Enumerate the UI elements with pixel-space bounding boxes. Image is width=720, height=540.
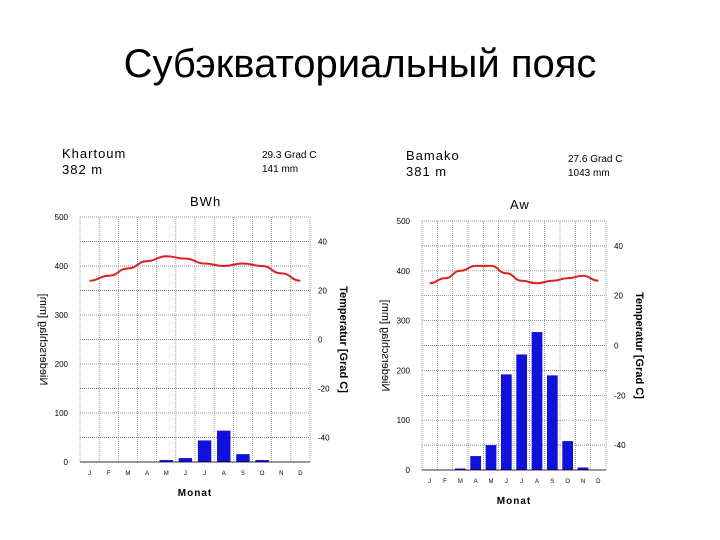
station-name: Khartoum xyxy=(62,146,126,161)
precip-bar xyxy=(178,458,193,462)
y-tick-label: 0 xyxy=(64,458,69,467)
y-tick-label: 400 xyxy=(397,267,411,276)
y2-tick-label: 0 xyxy=(614,342,619,351)
y-tick-label: 300 xyxy=(397,317,411,326)
x-tick-label: M xyxy=(489,479,494,485)
average-temperature: 27.6 Grad C xyxy=(568,154,622,165)
x-tick-label: F xyxy=(443,479,447,485)
precip-bar xyxy=(546,375,558,470)
x-tick-label: J xyxy=(203,471,206,477)
average-temperature: 29.3 Grad C xyxy=(262,150,316,161)
precip-bar xyxy=(470,456,482,470)
y-axis-title: Niederschlag [mm] xyxy=(379,300,391,392)
x-tick-label: D xyxy=(298,471,303,477)
precip-bar xyxy=(577,467,589,470)
precip-bar xyxy=(454,468,466,470)
y2-tick-label: -40 xyxy=(614,441,626,450)
x-tick-label: A xyxy=(535,479,539,485)
climate-class: Aw xyxy=(510,197,530,212)
x-tick-label: A xyxy=(222,471,226,477)
precip-bar xyxy=(500,374,512,470)
precip-bar xyxy=(217,430,231,462)
y2-tick-label: 20 xyxy=(614,292,623,301)
x-tick-label: J xyxy=(184,471,187,477)
x-tick-label: N xyxy=(279,471,283,477)
precip-bar xyxy=(516,354,528,470)
x-tick-label: M xyxy=(164,471,169,477)
station-name: Bamako xyxy=(406,148,460,163)
x-tick-label: S xyxy=(241,471,245,477)
x-tick-label: A xyxy=(474,479,478,485)
station-elevation: 382 m xyxy=(62,162,103,177)
x-tick-label: O xyxy=(565,479,570,485)
y2-tick-label: 20 xyxy=(318,287,327,296)
precip-bar xyxy=(236,454,250,462)
precip-bar xyxy=(485,445,497,470)
x-tick-label: J xyxy=(88,471,91,477)
climate-class: BWh xyxy=(190,194,221,209)
y-tick-label: 0 xyxy=(406,466,411,475)
x-tick-label: N xyxy=(581,479,585,485)
x-axis-title: Monat xyxy=(178,488,212,499)
x-tick-label: J xyxy=(505,479,508,485)
x-tick-label: M xyxy=(125,471,130,477)
temperature-line xyxy=(429,264,599,285)
x-tick-label: D xyxy=(596,479,601,485)
slide-title: Субэкваториальный пояс xyxy=(123,42,597,86)
precip-bar xyxy=(562,441,574,470)
y2-axis-title: Temperatur [Grad C] xyxy=(337,286,349,393)
y-tick-label: 100 xyxy=(397,416,411,425)
y2-tick-label: 40 xyxy=(614,242,623,251)
precip-bar xyxy=(159,460,173,462)
x-tick-label: O xyxy=(260,471,265,477)
total-precipitation: 141 mm xyxy=(262,164,298,175)
y-tick-label: 100 xyxy=(55,409,69,418)
x-tick-label: J xyxy=(520,479,523,485)
y-tick-label: 200 xyxy=(397,366,411,375)
y-tick-label: 400 xyxy=(55,262,69,271)
y-tick-label: 200 xyxy=(55,360,69,369)
y-tick-label: 500 xyxy=(397,217,411,226)
total-precipitation: 1043 mm xyxy=(568,168,610,179)
x-tick-label: J xyxy=(428,479,431,485)
y-tick-label: 500 xyxy=(55,213,69,222)
y-tick-label: 300 xyxy=(55,311,69,320)
x-tick-label: A xyxy=(145,471,149,477)
x-axis-title: Monat xyxy=(497,496,531,507)
y2-axis-title: Temperatur [Grad C] xyxy=(633,292,645,399)
x-tick-label: M xyxy=(458,479,463,485)
y2-tick-label: -40 xyxy=(318,434,330,443)
station-elevation: 381 m xyxy=(406,164,447,179)
precip-bar xyxy=(197,440,212,462)
temperature-line xyxy=(89,255,301,282)
precip-bar xyxy=(531,332,543,470)
precip-bar xyxy=(255,460,269,462)
y2-tick-label: -20 xyxy=(614,391,626,400)
y2-tick-label: 40 xyxy=(318,238,327,247)
x-tick-label: S xyxy=(550,479,554,485)
x-tick-label: F xyxy=(107,471,111,477)
y2-tick-label: -20 xyxy=(318,385,330,394)
y2-tick-label: 0 xyxy=(318,336,323,345)
y-axis-title: Niederschlag [mm] xyxy=(37,294,49,386)
